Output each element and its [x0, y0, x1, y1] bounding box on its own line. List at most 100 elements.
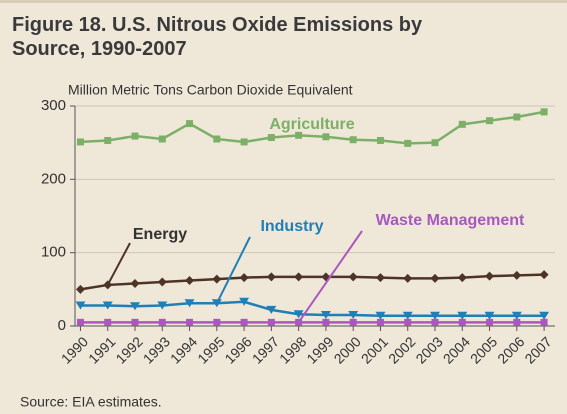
marker: [539, 270, 549, 280]
marker: [76, 138, 84, 146]
x-tick-label: 2005: [467, 333, 500, 366]
marker: [186, 120, 194, 128]
marker: [511, 311, 522, 320]
chart-title: Figure 18. U.S. Nitrous Oxide Emissions …: [12, 14, 423, 60]
x-tick-label: 1994: [167, 333, 200, 366]
marker: [294, 272, 304, 282]
marker: [320, 311, 331, 319]
x-tick-label: 1991: [85, 333, 118, 366]
marker: [212, 274, 222, 284]
marker: [484, 311, 495, 320]
marker: [267, 134, 275, 142]
series-line: [80, 300, 545, 317]
marker: [486, 318, 494, 326]
marker: [349, 136, 357, 144]
marker: [540, 108, 548, 116]
y-tick-label: 300: [41, 97, 66, 114]
marker: [266, 305, 277, 314]
x-tick-label: 1997: [249, 333, 282, 366]
x-tick-label: 1999: [303, 333, 336, 366]
marker: [157, 277, 167, 287]
marker: [239, 297, 250, 306]
series-line: [80, 273, 545, 291]
marker: [402, 311, 413, 320]
marker: [131, 318, 139, 326]
x-tick-label: 2000: [331, 333, 364, 366]
marker: [213, 135, 221, 143]
chart: Million Metric Tons Carbon Dioxide Equiv…: [20, 82, 555, 410]
marker: [75, 301, 86, 310]
marker: [76, 318, 84, 326]
marker: [322, 133, 330, 141]
source-note: Source: EIA estimates.: [20, 394, 162, 410]
marker: [295, 131, 303, 139]
marker: [348, 311, 359, 319]
marker: [75, 284, 85, 294]
marker: [102, 301, 113, 310]
x-tick-label: 2006: [494, 333, 527, 366]
marker: [186, 318, 194, 326]
marker: [540, 318, 548, 326]
marker: [513, 113, 521, 121]
marker: [486, 117, 494, 125]
y-tick-label: 100: [41, 244, 66, 261]
x-tick-label: 1993: [140, 333, 173, 366]
series-label: Industry: [260, 218, 323, 235]
marker: [266, 272, 276, 282]
marker: [430, 273, 440, 283]
marker: [458, 318, 466, 326]
x-tick-label: 1992: [112, 333, 145, 366]
marker: [293, 310, 304, 319]
x-tick-label: 2003: [412, 333, 445, 366]
marker: [240, 138, 248, 146]
marker: [375, 311, 386, 320]
marker: [158, 135, 166, 143]
y-tick-label: 200: [41, 170, 66, 187]
marker: [513, 318, 521, 326]
leader-line: [297, 230, 363, 323]
x-tick-label: 2002: [385, 333, 418, 366]
y-tick-label: 0: [58, 317, 66, 334]
marker: [131, 132, 139, 140]
series-label: Waste Management: [376, 212, 525, 229]
marker: [322, 318, 330, 326]
marker: [403, 273, 413, 283]
marker: [185, 276, 195, 286]
series-label: Agriculture: [269, 116, 354, 133]
marker: [239, 273, 249, 283]
x-tick-label: 1998: [276, 333, 309, 366]
leader-line: [215, 236, 251, 304]
y-axis-label: Million Metric Tons Carbon Dioxide Equiv…: [68, 82, 353, 98]
marker: [431, 139, 439, 147]
marker: [457, 273, 467, 283]
marker: [240, 318, 248, 326]
series-line: [80, 110, 545, 145]
x-tick-label: 1995: [194, 333, 227, 366]
marker: [485, 271, 495, 281]
marker: [430, 311, 440, 320]
leader-line: [106, 242, 131, 286]
marker: [375, 273, 385, 283]
x-tick-label: 2001: [358, 333, 391, 366]
series-label: Energy: [133, 226, 187, 243]
marker: [539, 311, 550, 320]
x-tick-label: 2004: [440, 333, 473, 366]
marker: [130, 278, 140, 288]
marker: [104, 318, 112, 326]
marker: [157, 301, 168, 310]
marker: [349, 318, 357, 326]
marker: [404, 318, 412, 326]
marker: [512, 270, 522, 280]
x-tick-label: 2007: [521, 333, 554, 366]
marker: [213, 318, 221, 326]
x-tick-label: 1996: [221, 333, 254, 366]
marker: [184, 299, 195, 308]
marker: [104, 136, 112, 144]
marker: [267, 318, 275, 326]
x-tick-label: 1990: [58, 333, 91, 366]
marker: [457, 311, 468, 320]
marker: [376, 318, 384, 326]
marker: [431, 318, 439, 326]
marker: [348, 272, 358, 282]
